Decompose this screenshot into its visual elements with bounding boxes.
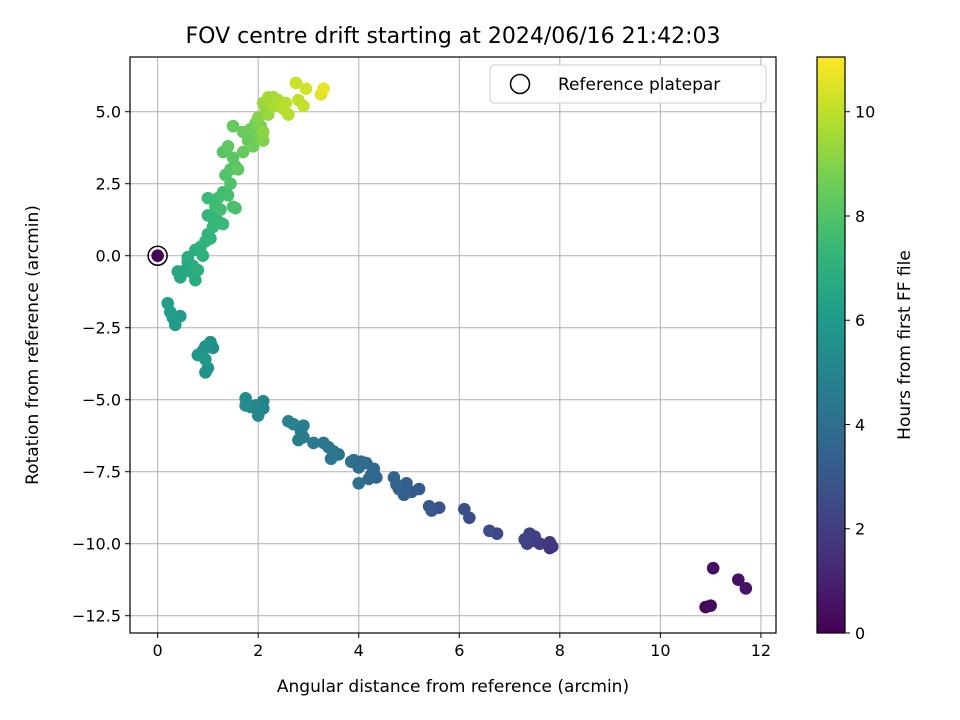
colorbar-label: Hours from first FF file	[895, 250, 915, 440]
data-point	[256, 134, 270, 147]
data-point	[216, 217, 230, 231]
x-tick-label: 6	[454, 641, 464, 660]
y-tick-label: −2.5	[82, 319, 121, 338]
colorbar-tick-label: 10	[855, 103, 875, 122]
data-point	[352, 476, 366, 490]
colorbar: 0 2 4 6 8 10	[816, 56, 875, 643]
legend-reference-marker	[509, 73, 531, 95]
y-axis-label: Rotation from reference (arcmin)	[23, 205, 43, 485]
data-point	[422, 499, 436, 513]
data-point	[292, 433, 305, 447]
data-point	[731, 573, 745, 587]
data-point	[239, 391, 252, 405]
chart-title: FOV centre drift starting at 2024/06/16 …	[186, 24, 721, 49]
data-point	[289, 76, 303, 90]
data-point	[706, 561, 720, 575]
data-point	[362, 472, 376, 486]
y-tick-label: −10.0	[72, 535, 121, 554]
data-point	[231, 163, 245, 176]
data-point	[161, 296, 175, 310]
x-tick-label: 4	[354, 641, 364, 660]
y-tick-label: −12.5	[72, 607, 121, 626]
x-tick-label: 12	[751, 641, 771, 660]
data-point	[543, 535, 557, 549]
data-point	[458, 502, 471, 516]
data-point	[251, 111, 265, 124]
data-point	[297, 99, 310, 113]
y-tick-label: −5.0	[82, 391, 121, 410]
x-tick-label: 2	[253, 641, 263, 660]
data-point	[236, 145, 250, 159]
data-point	[299, 82, 313, 95]
data-point	[199, 353, 212, 366]
colorbar-tick-label: 2	[855, 520, 865, 539]
data-point	[483, 524, 496, 538]
plot-area: 0 2 4 6 8 10 12 −12.5 −10.0 −7.5 −5.0 −2.5 0.0 2.5 5.0	[72, 56, 777, 660]
data-point	[199, 366, 212, 379]
data-point	[324, 452, 338, 466]
data-point	[201, 191, 215, 205]
x-tick-label: 0	[153, 641, 163, 660]
data-point	[739, 582, 753, 595]
colorbar-tick-label: 0	[855, 624, 865, 643]
data-point	[151, 249, 164, 263]
data-point	[191, 263, 205, 277]
data-point	[226, 151, 240, 165]
legend-entry-reference-platepar: Reference platepar	[558, 75, 720, 95]
data-point	[214, 203, 227, 216]
data-point	[221, 139, 235, 153]
data-point	[196, 249, 210, 263]
legend: Reference platepar	[489, 64, 767, 104]
data-point	[282, 415, 295, 428]
x-tick-label: 8	[555, 641, 565, 660]
data-point	[317, 436, 330, 450]
legend-box	[489, 64, 767, 104]
x-tick-label: 10	[650, 641, 670, 660]
data-point	[229, 201, 242, 215]
y-tick-label: 0.0	[96, 247, 121, 266]
x-axis-label: Angular distance from reference (arcmin)	[277, 677, 629, 697]
data-point	[279, 96, 293, 110]
y-tick-label: −7.5	[82, 463, 121, 482]
data-point	[256, 125, 270, 139]
data-point	[307, 436, 320, 450]
data-point	[297, 419, 310, 432]
colorbar-tick-label: 4	[855, 415, 865, 434]
y-tick-label: 2.5	[96, 175, 121, 194]
data-point	[282, 108, 295, 121]
colorbar-tick-label: 8	[855, 207, 865, 226]
data-point	[251, 409, 265, 422]
colorbar-bar	[816, 56, 846, 634]
reference-platepar-marker	[147, 245, 168, 266]
y-tick-label: 5.0	[96, 103, 121, 122]
data-point	[226, 119, 240, 133]
data-point	[704, 599, 717, 612]
data-point	[344, 455, 358, 468]
data-point	[199, 340, 212, 353]
data-point	[189, 273, 202, 287]
colorbar-tick-label: 6	[855, 311, 865, 330]
data-point	[317, 82, 330, 95]
data-point	[221, 188, 235, 202]
axes-frame	[129, 56, 777, 634]
data-point	[387, 471, 401, 484]
data-point	[204, 232, 217, 245]
data-point	[518, 533, 531, 546]
